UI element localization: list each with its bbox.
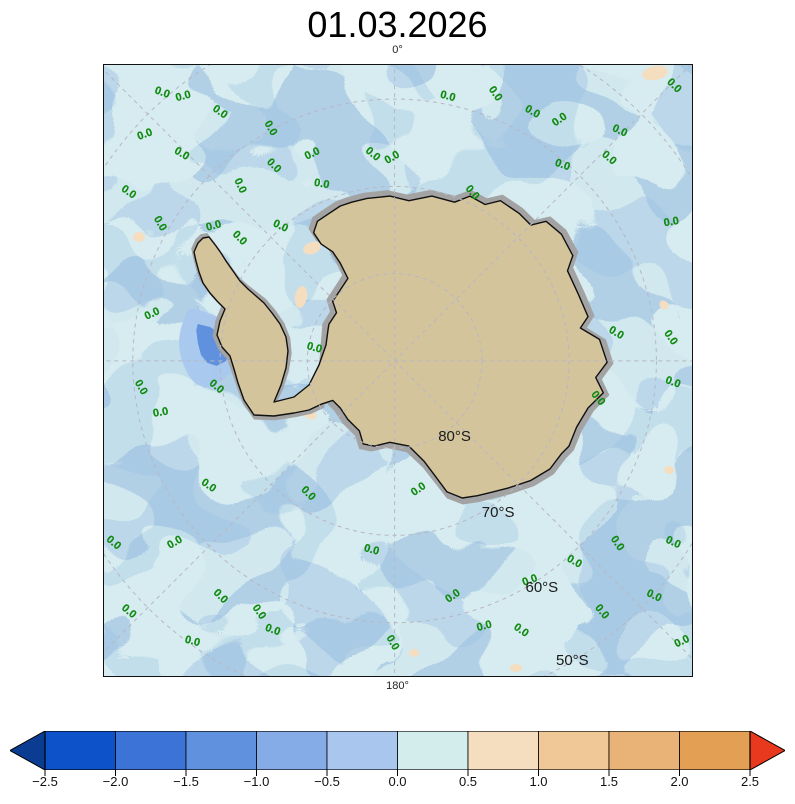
svg-text:70°S: 70°S (482, 504, 515, 521)
svg-text:80°S: 80°S (438, 428, 471, 445)
svg-text:50°S: 50°S (556, 652, 589, 669)
svg-text:60°S: 60°S (526, 579, 559, 596)
